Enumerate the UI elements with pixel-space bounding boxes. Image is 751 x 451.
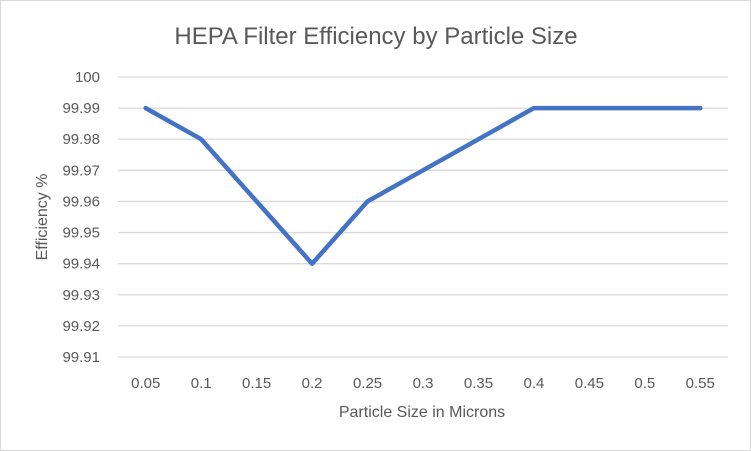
x-tick-label: 0.4 [523, 375, 544, 392]
x-axis-ticks: 0.05 0.1 0.15 0.2 0.25 0.3 0.35 0.4 0.45 0.5 0.55 [131, 375, 715, 392]
x-tick-label: 0.3 [413, 375, 434, 392]
series-layer [143, 105, 703, 266]
y-axis-label: Efficiency % [34, 174, 51, 261]
y-tick-label: 99.91 [62, 349, 100, 366]
series-line [143, 105, 703, 266]
y-tick-label: 99.93 [62, 287, 100, 304]
x-tick-label: 0.1 [191, 375, 212, 392]
y-tick-label: 100 [75, 69, 100, 86]
y-tick-label: 99.94 [62, 256, 100, 273]
x-tick-label: 0.15 [242, 375, 271, 392]
gridlines [118, 76, 728, 358]
x-tick-label: 0.05 [131, 375, 160, 392]
y-tick-label: 99.99 [62, 100, 100, 117]
y-tick-label: 99.98 [62, 131, 100, 148]
y-axis-ticks: 99.91 99.92 99.93 99.94 99.95 99.96 99.97 99.98… [62, 69, 100, 366]
y-tick-label: 99.92 [62, 318, 100, 335]
x-tick-label: 0.55 [686, 375, 715, 392]
x-tick-label: 0.2 [302, 375, 323, 392]
chart-title: HEPA Filter Efficiency by Particle Size [174, 23, 577, 50]
y-tick-label: 99.97 [62, 162, 100, 179]
x-axis-label: Particle Size in Microns [339, 404, 505, 421]
x-tick-label: 0.35 [464, 375, 493, 392]
x-tick-label: 0.25 [353, 375, 382, 392]
y-tick-label: 99.96 [62, 193, 100, 210]
y-tick-label: 99.95 [62, 225, 100, 242]
x-tick-label: 0.45 [575, 375, 604, 392]
x-tick-label: 0.5 [634, 375, 655, 392]
